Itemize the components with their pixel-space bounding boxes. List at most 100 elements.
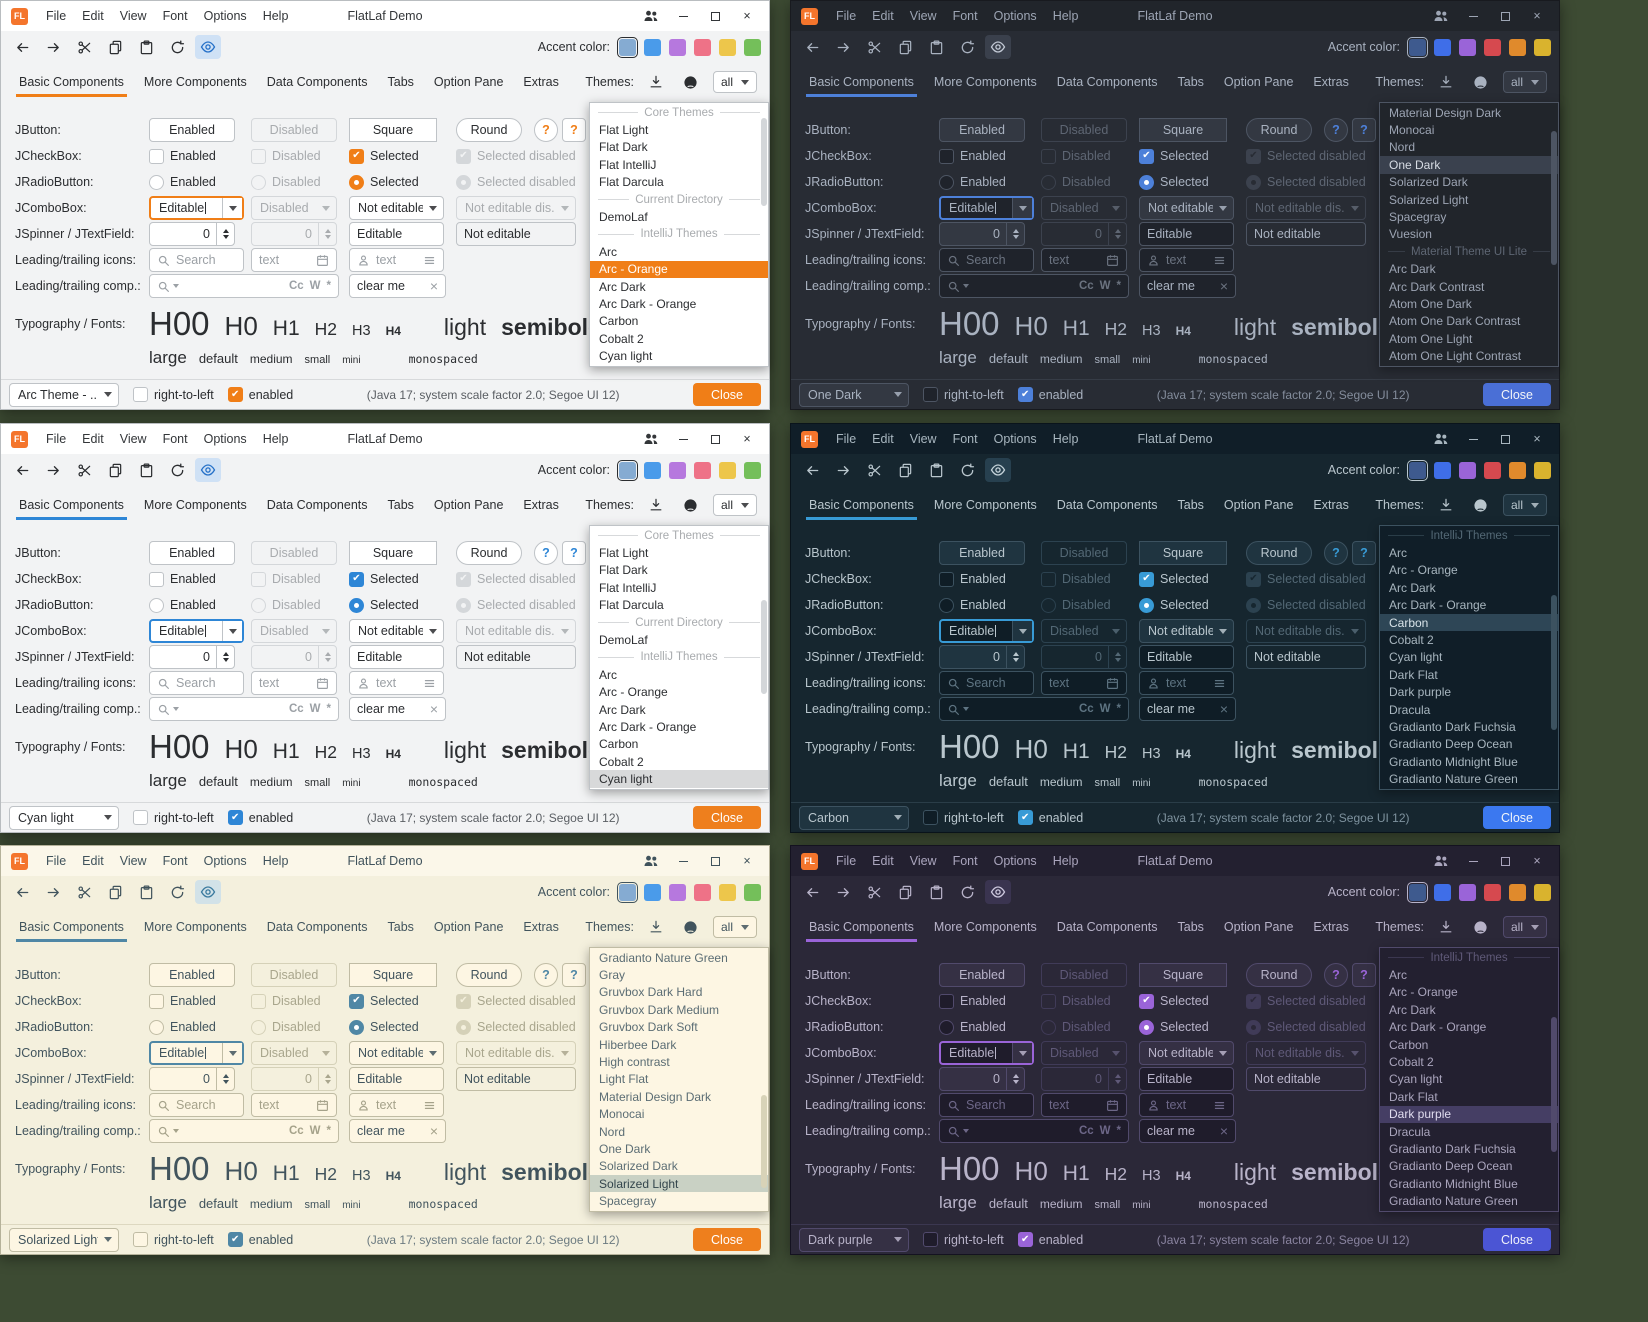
- scrollbar-thumb[interactable]: [1551, 595, 1557, 730]
- checkbox-selected[interactable]: Selected: [1139, 148, 1209, 164]
- checkbox-enabled[interactable]: Enabled: [149, 571, 216, 587]
- tab-more-components[interactable]: More Components: [143, 920, 247, 934]
- enabled-button[interactable]: Enabled: [939, 541, 1025, 565]
- clear-me-field[interactable]: clear me ×: [349, 697, 446, 721]
- theme-list-item[interactable]: Gruvbox Dark Soft: [590, 1019, 768, 1036]
- combobox-editable[interactable]: Editable: [939, 1041, 1034, 1065]
- paste-button[interactable]: [133, 458, 159, 482]
- whole-word-toggle[interactable]: W: [1099, 1125, 1111, 1137]
- theme-list-item[interactable]: One Dark: [590, 1140, 768, 1157]
- forward-button[interactable]: [830, 458, 856, 482]
- scrollbar-thumb[interactable]: [761, 1094, 767, 1189]
- textfield-editable[interactable]: Editable: [1139, 222, 1234, 246]
- scrollbar-thumb[interactable]: [1551, 130, 1557, 266]
- tab-tabs[interactable]: Tabs: [1177, 498, 1204, 512]
- spinner-down-icon[interactable]: [1012, 1080, 1019, 1084]
- theme-list-item[interactable]: DemoLaf: [590, 631, 768, 648]
- enabled-button[interactable]: Enabled: [939, 118, 1025, 142]
- copy-button[interactable]: [102, 458, 128, 482]
- theme-list-item[interactable]: Solarized Dark: [590, 1158, 768, 1175]
- regex-toggle[interactable]: *: [326, 703, 331, 715]
- theme-list-scrollbar[interactable]: [761, 528, 767, 787]
- search-icon[interactable]: [157, 280, 170, 293]
- date-field[interactable]: text: [1041, 1093, 1127, 1117]
- theme-list-item[interactable]: Atom One Light Contrast: [1380, 347, 1558, 364]
- search-icon[interactable]: [157, 1125, 170, 1138]
- search-history-field[interactable]: Cc W *: [939, 274, 1129, 298]
- tab-data-components[interactable]: Data Components: [266, 498, 368, 512]
- theme-list-item[interactable]: Dark Flat: [1380, 666, 1558, 683]
- theme-list-item[interactable]: Gray: [590, 966, 768, 983]
- close-window-button[interactable]: ×: [1521, 847, 1553, 875]
- combobox-editable[interactable]: Editable: [939, 619, 1034, 643]
- theme-filter-combo[interactable]: all: [1502, 916, 1547, 938]
- users-button[interactable]: [635, 425, 667, 453]
- menu-view[interactable]: View: [119, 432, 147, 446]
- forward-button[interactable]: [40, 35, 66, 59]
- paste-button[interactable]: [133, 35, 159, 59]
- users-button[interactable]: [1425, 2, 1457, 30]
- clear-icon[interactable]: ×: [429, 1123, 438, 1139]
- theme-list-item[interactable]: Arc - Orange: [1380, 984, 1558, 1001]
- tab-basic-components[interactable]: Basic Components: [799, 908, 924, 946]
- accent-swatch-1[interactable]: [1407, 459, 1428, 481]
- checkbox-selected[interactable]: Selected: [1139, 993, 1209, 1009]
- enabled-button[interactable]: Enabled: [149, 963, 235, 987]
- accent-swatch-3[interactable]: [1459, 38, 1476, 56]
- tab-tabs[interactable]: Tabs: [387, 498, 414, 512]
- combobox-editable[interactable]: Editable: [149, 619, 244, 643]
- maximize-button[interactable]: [699, 847, 731, 875]
- combobox-not-editable[interactable]: Not editable: [349, 619, 444, 643]
- back-button[interactable]: [799, 458, 825, 482]
- tab-more-components[interactable]: More Components: [933, 75, 1037, 89]
- close-button[interactable]: Close: [1483, 383, 1551, 406]
- match-case-toggle[interactable]: Cc: [1078, 1125, 1094, 1137]
- theme-list-item[interactable]: Atom One Dark Contrast: [1380, 313, 1558, 330]
- theme-list-item[interactable]: Cyan light: [590, 770, 768, 788]
- radio-selected[interactable]: Selected: [1139, 174, 1209, 190]
- round-button[interactable]: Round: [456, 541, 522, 565]
- spinner-up-icon[interactable]: [1012, 229, 1019, 233]
- accent-swatch-2[interactable]: [1434, 883, 1451, 901]
- tab-extras[interactable]: Extras: [1313, 498, 1349, 512]
- search-history-field[interactable]: Cc W *: [149, 1119, 339, 1143]
- theme-list-item[interactable]: Gradianto Nature Green: [1380, 1192, 1558, 1209]
- menu-edit[interactable]: Edit: [82, 9, 104, 23]
- download-button[interactable]: [1433, 70, 1459, 94]
- tab-tabs[interactable]: Tabs: [1177, 920, 1204, 934]
- theme-list-item[interactable]: Atom One Light: [1380, 330, 1558, 347]
- whole-word-toggle[interactable]: W: [309, 280, 321, 292]
- match-case-toggle[interactable]: Cc: [1078, 703, 1094, 715]
- menu-file[interactable]: File: [46, 854, 67, 868]
- theme-list-item[interactable]: Gruvbox Dark Medium: [590, 1001, 768, 1018]
- theme-list-item[interactable]: Arc: [1380, 544, 1558, 561]
- accent-swatch-4[interactable]: [694, 461, 711, 479]
- tab-data-components[interactable]: Data Components: [1056, 75, 1158, 89]
- accent-swatch-2[interactable]: [1434, 38, 1451, 56]
- accent-swatch-6[interactable]: [1534, 38, 1551, 56]
- theme-list-item[interactable]: Arc - Orange: [590, 260, 768, 278]
- cut-button[interactable]: [71, 880, 97, 904]
- theme-list-item[interactable]: Carbon: [1380, 613, 1558, 632]
- theme-list-item[interactable]: Gradianto Dark Fuchsia: [1380, 1140, 1558, 1157]
- theme-list-item[interactable]: Cobalt 2: [590, 753, 768, 770]
- menu-file[interactable]: File: [836, 854, 857, 868]
- checkbox-enabled[interactable]: Enabled: [149, 148, 216, 164]
- help-round-button[interactable]: ?: [1324, 541, 1348, 565]
- theme-list-item[interactable]: Arc Dark: [1380, 579, 1558, 596]
- help-square-button[interactable]: ?: [1352, 118, 1376, 142]
- copy-button[interactable]: [102, 880, 128, 904]
- theme-filter-combo[interactable]: all: [712, 71, 757, 93]
- calendar-icon[interactable]: [1106, 254, 1119, 267]
- checkbox-selected[interactable]: Selected: [349, 148, 419, 164]
- list-icon[interactable]: [1213, 1099, 1226, 1112]
- user-field[interactable]: text: [1139, 248, 1234, 272]
- paste-button[interactable]: [923, 458, 949, 482]
- copy-button[interactable]: [892, 458, 918, 482]
- back-button[interactable]: [799, 880, 825, 904]
- close-button[interactable]: Close: [1483, 1228, 1551, 1251]
- checkbox-enabled[interactable]: Enabled: [939, 571, 1006, 587]
- copy-button[interactable]: [892, 35, 918, 59]
- menu-file[interactable]: File: [46, 432, 67, 446]
- menu-help[interactable]: Help: [262, 9, 289, 23]
